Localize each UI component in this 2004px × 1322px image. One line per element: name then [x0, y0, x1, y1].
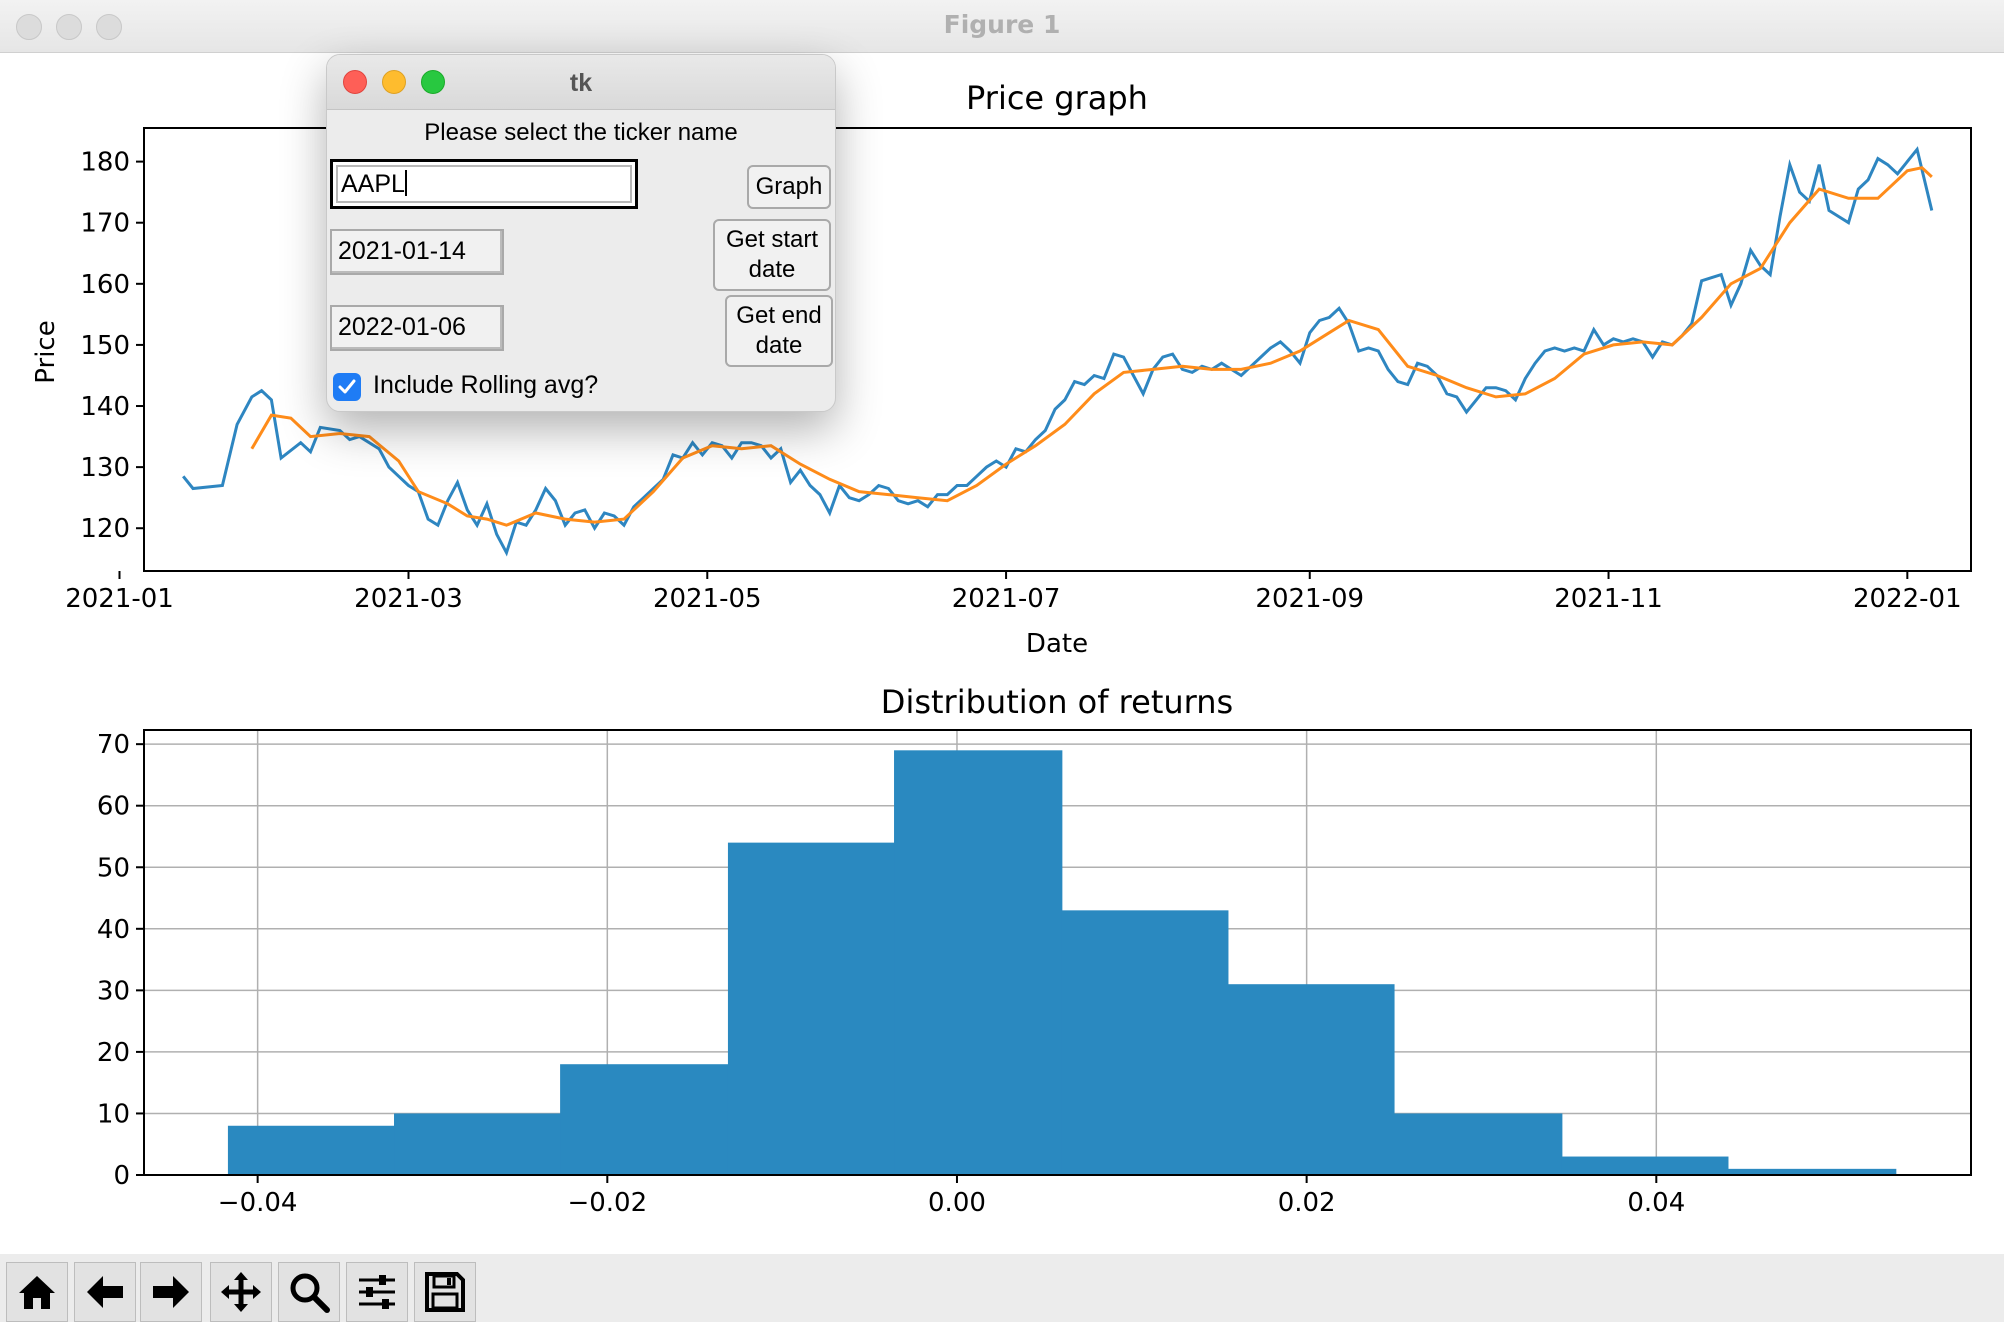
hist-bar — [1227, 984, 1395, 1175]
graph-button[interactable]: Graph — [747, 165, 831, 209]
y-tick-label: 170 — [80, 209, 130, 239]
window-title: Figure 1 — [943, 10, 1061, 39]
ticker-input[interactable]: AAPL — [330, 159, 638, 209]
zoom-window-button[interactable] — [96, 14, 122, 40]
dialog-close-button[interactable] — [343, 70, 367, 94]
y-tick-label: 30 — [97, 976, 130, 1006]
hist-axes-frame — [143, 729, 1972, 1176]
y-tick-label: 140 — [80, 392, 130, 422]
x-tick-label: 0.00 — [928, 1188, 986, 1218]
x-tick-label: 0.02 — [1278, 1188, 1336, 1218]
x-tick-label: 2021-09 — [1255, 584, 1364, 614]
y-tick-label: 60 — [97, 792, 130, 822]
x-tick-label: 2021-03 — [354, 584, 463, 614]
get-start-date-button[interactable]: Get start date — [713, 219, 831, 291]
text-caret — [404, 170, 407, 196]
window-titlebar: Figure 1 — [0, 0, 2004, 53]
y-tick-label: 10 — [97, 1099, 130, 1129]
configure-subplots-icon — [359, 1275, 395, 1309]
x-tick-label: 2021-05 — [653, 584, 762, 614]
x-tick-label: 2021-01 — [65, 584, 174, 614]
save-button[interactable] — [414, 1262, 476, 1322]
pan-button[interactable] — [210, 1262, 272, 1322]
ticker-prompt: Please select the ticker name — [424, 119, 738, 146]
end-date-field[interactable]: 2022-01-06 — [330, 305, 504, 351]
hist-bar — [1394, 1113, 1563, 1175]
price-y-ticks: 120 130 140 150 160 170 180 — [80, 148, 144, 544]
y-tick-label: 20 — [97, 1038, 130, 1068]
hist-y-ticks: 0 10 20 30 40 50 60 70 — [97, 730, 144, 1191]
y-tick-label: 0 — [113, 1161, 130, 1191]
forward-button[interactable] — [140, 1262, 202, 1322]
checkmark-icon — [338, 379, 356, 394]
pan-icon — [221, 1272, 261, 1312]
home-icon — [19, 1276, 55, 1309]
y-tick-label: 40 — [97, 915, 130, 945]
price-chart-title: Price graph — [966, 79, 1148, 117]
save-icon — [425, 1272, 465, 1312]
hist-chart-title: Distribution of returns — [881, 683, 1233, 721]
y-tick-label: 160 — [80, 270, 130, 300]
forward-arrow-icon — [153, 1276, 189, 1308]
x-tick-label: 0.04 — [1627, 1188, 1685, 1218]
x-tick-label: 2022-01 — [1853, 584, 1962, 614]
dialog-zoom-button[interactable] — [421, 70, 445, 94]
get-end-date-button[interactable]: Get end date — [725, 295, 833, 367]
close-window-button[interactable] — [16, 14, 42, 40]
hist-x-ticks: −0.04 −0.02 0.00 0.02 0.04 — [218, 1175, 1685, 1218]
rolling-avg-checkbox[interactable] — [333, 373, 361, 401]
dialog-minimize-button[interactable] — [382, 70, 406, 94]
x-tick-label: −0.02 — [567, 1188, 647, 1218]
y-tick-label: 50 — [97, 853, 130, 883]
price-x-ticks: 2021-01 2021-03 2021-05 2021-07 2021-09 2021-… — [65, 571, 1962, 614]
rolling-avg-line — [250, 166, 1933, 527]
ticker-input-value: AAPL — [341, 170, 405, 198]
hist-bar — [727, 842, 895, 1175]
x-tick-label: −0.04 — [218, 1188, 298, 1218]
ticker-dialog: tk Please select the ticker name AAPL Gr… — [326, 54, 836, 412]
hist-bar — [560, 1064, 729, 1175]
hist-bar — [894, 750, 1063, 1175]
start-date-field[interactable]: 2021-01-14 — [330, 229, 504, 275]
price-y-axis-label: Price — [31, 320, 61, 383]
rolling-avg-label: Include Rolling avg? — [373, 371, 599, 399]
price-axes-frame — [143, 127, 1972, 572]
price-line — [182, 146, 1934, 557]
minimize-window-button[interactable] — [56, 14, 82, 40]
y-tick-label: 130 — [80, 453, 130, 483]
configure-subplots-button[interactable] — [346, 1262, 408, 1322]
hist-bar — [1561, 1156, 1729, 1175]
zoom-icon — [290, 1273, 330, 1313]
x-tick-label: 2021-11 — [1554, 584, 1663, 614]
home-button[interactable] — [6, 1262, 68, 1322]
hist-bar — [227, 1125, 395, 1175]
figure-canvas[interactable]: Price graph 2021-01 2021-03 2021-05 2021-07… — [0, 52, 2004, 1254]
price-x-axis-label: Date — [1026, 629, 1088, 659]
y-tick-label: 180 — [80, 148, 130, 178]
y-tick-label: 150 — [80, 331, 130, 361]
dialog-title: tk — [569, 69, 593, 97]
hist-bars — [227, 750, 1897, 1175]
zoom-button[interactable] — [278, 1262, 340, 1322]
x-tick-label: 2021-07 — [952, 584, 1061, 614]
dialog-titlebar: tk — [327, 55, 835, 110]
back-arrow-icon — [87, 1276, 123, 1308]
navigation-toolbar — [0, 1254, 2004, 1322]
hist-bar — [1727, 1168, 1897, 1175]
hist-bar — [1061, 910, 1229, 1175]
hist-bar — [394, 1113, 561, 1175]
y-tick-label: 120 — [80, 514, 130, 544]
back-button[interactable] — [74, 1262, 136, 1322]
y-tick-label: 70 — [97, 730, 130, 760]
